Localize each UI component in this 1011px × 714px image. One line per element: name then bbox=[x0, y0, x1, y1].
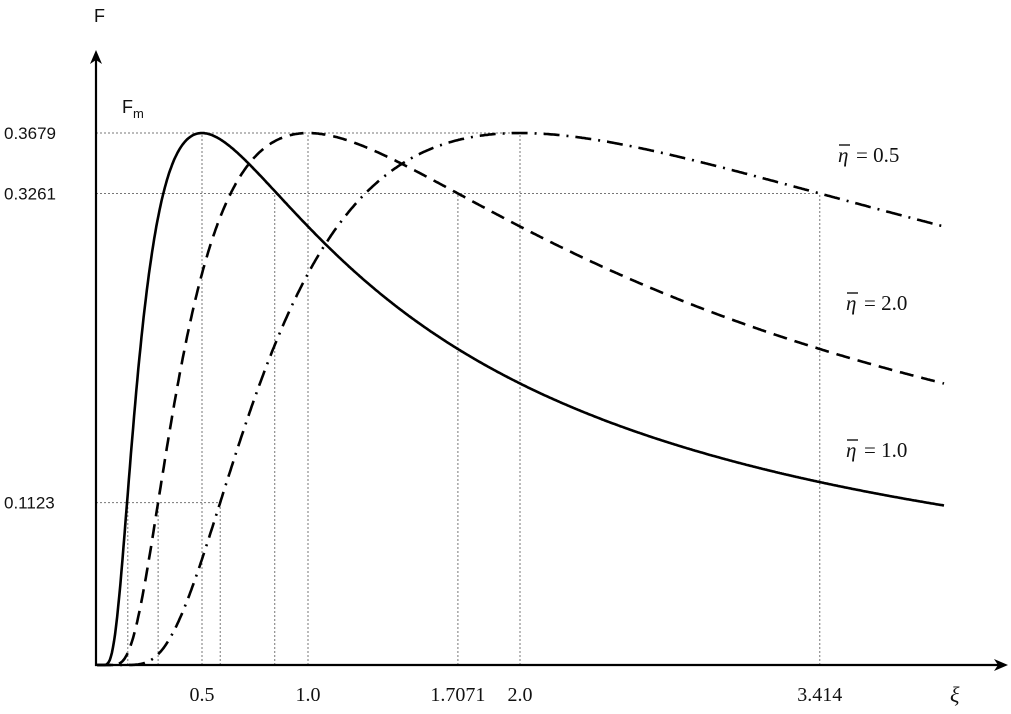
y-tick-label: 0.3261 bbox=[4, 184, 56, 203]
curve-eta-0.5 bbox=[97, 131, 945, 667]
x-tick-label: 1.0 bbox=[296, 684, 321, 706]
x-tick-labels: 0.5 1.0 1.7071 2.0 3.414 bbox=[190, 684, 843, 706]
y-tick-labels: 0.3679 0.3261 0.1123 bbox=[4, 124, 56, 513]
curves bbox=[97, 131, 945, 667]
reference-gridlines bbox=[96, 132, 821, 665]
peak-label: Fm bbox=[122, 97, 144, 121]
y-axis-label: F bbox=[94, 6, 105, 26]
legend-label: η = 2.0 bbox=[846, 291, 907, 315]
curve-eta-2 bbox=[97, 131, 945, 667]
x-tick-label: 1.7071 bbox=[430, 684, 485, 706]
y-tick-label: 0.1123 bbox=[4, 494, 55, 513]
legend-value: = 1.0 bbox=[864, 438, 907, 462]
eta-bar-symbol: η bbox=[846, 438, 856, 462]
curve-eta-1 bbox=[97, 131, 945, 667]
eta-bar-symbol: η bbox=[838, 143, 848, 167]
eta-bar-symbol: η bbox=[846, 291, 856, 315]
legend-labels: η = 0.5 η = 2.0 η = 1.0 bbox=[838, 143, 907, 462]
x-axis-label: ξ bbox=[950, 682, 960, 707]
x-tick-label: 2.0 bbox=[508, 684, 533, 706]
x-axis-arrow-icon bbox=[994, 659, 1008, 671]
x-tick-label: 3.414 bbox=[797, 684, 842, 706]
y-tick-label: 0.3679 bbox=[4, 124, 56, 143]
x-tick-label: 0.5 bbox=[190, 684, 215, 706]
y-axis-arrow-icon bbox=[90, 50, 102, 64]
legend-label: η = 1.0 bbox=[846, 438, 907, 462]
legend-value: = 0.5 bbox=[856, 143, 899, 167]
svg-text:Fm: Fm bbox=[122, 97, 144, 121]
legend-label: η = 0.5 bbox=[838, 143, 899, 167]
legend-value: = 2.0 bbox=[864, 291, 907, 315]
